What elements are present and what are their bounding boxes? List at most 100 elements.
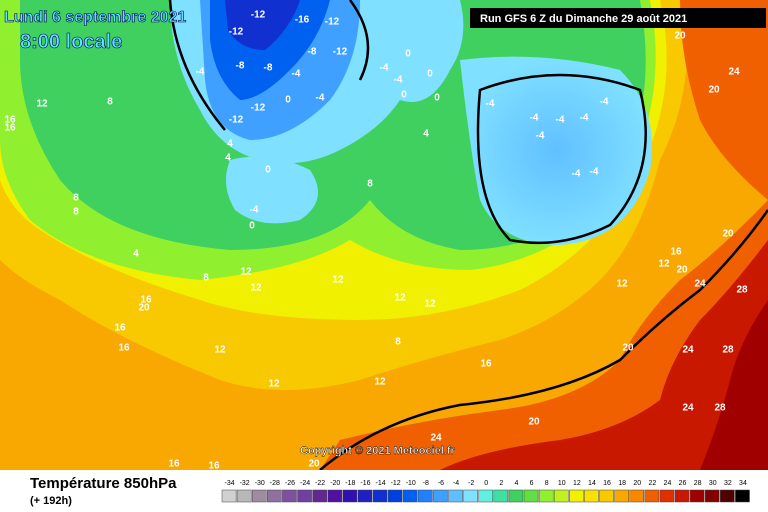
time: 8:00 locale xyxy=(20,31,122,53)
legend-swatch xyxy=(629,489,645,503)
contour-label: -4 xyxy=(394,75,403,86)
legend-swatch xyxy=(327,489,343,503)
contour-label: 20 xyxy=(138,303,150,314)
legend-tick: -26 xyxy=(285,480,295,487)
contour-label: -4 xyxy=(486,99,495,110)
contour-label: 0 xyxy=(265,165,271,176)
contour-label: 20 xyxy=(676,265,688,276)
legend-swatch xyxy=(387,489,403,503)
contour-label: -8 xyxy=(264,63,273,74)
contour-label: -12 xyxy=(251,103,266,114)
contour-label: 16 xyxy=(670,247,682,258)
legend-tick: -28 xyxy=(270,480,280,487)
contour-label: 24 xyxy=(728,67,740,78)
contour-label: 12 xyxy=(332,275,344,286)
contour-label: 4 xyxy=(225,153,231,164)
legend-swatch xyxy=(297,489,312,503)
legend-tick: -4 xyxy=(453,480,459,487)
legend-tick: -12 xyxy=(391,480,401,487)
legend-swatch xyxy=(463,489,478,503)
contour-label: -12 xyxy=(229,115,244,126)
legend-swatch xyxy=(493,489,509,503)
run-box xyxy=(470,8,766,28)
legend-swatch xyxy=(553,489,569,503)
contour-label: 20 xyxy=(308,459,320,470)
contour-label: 16 xyxy=(114,323,126,334)
contour-label: 8 xyxy=(395,337,401,348)
contour-label: 0 xyxy=(401,90,407,101)
legend-tick: -24 xyxy=(300,480,310,487)
contour-label: -4 xyxy=(536,131,545,142)
legend-swatch xyxy=(538,489,554,503)
legend-tick: -22 xyxy=(315,480,325,487)
legend-tick: 14 xyxy=(588,480,596,487)
copyright: Copyright © 2021 Meteociel.fr xyxy=(300,445,456,457)
contour-label: -4 xyxy=(380,63,389,74)
contour-label: 20 xyxy=(674,31,686,42)
contour-label: 4 xyxy=(133,249,139,260)
contour-label: 4 xyxy=(423,129,429,140)
legend-tick: 2 xyxy=(499,480,503,487)
contour-label: 16 xyxy=(4,115,16,126)
legend-tick: 0 xyxy=(484,480,488,487)
legend-tick: 10 xyxy=(558,480,566,487)
contour-label: 12 xyxy=(240,267,252,278)
legend-swatch xyxy=(342,489,358,503)
legend-tick: 4 xyxy=(514,480,518,487)
contour-label: 8 xyxy=(73,193,79,204)
legend-tick: -2 xyxy=(468,480,474,487)
contour-label: -12 xyxy=(229,27,244,38)
legend-tick: 24 xyxy=(664,480,672,487)
contour-label: -4 xyxy=(600,97,609,108)
legend-tick: -20 xyxy=(330,480,340,487)
contour-label: 20 xyxy=(708,85,720,96)
legend-swatch xyxy=(508,489,524,503)
legend-tick: 12 xyxy=(573,480,581,487)
contour-label: 24 xyxy=(694,279,706,290)
contour-label: -4 xyxy=(316,93,325,104)
contour-label: 16 xyxy=(208,461,220,472)
contour-label: 20 xyxy=(622,343,634,354)
legend-swatch xyxy=(312,489,327,503)
contour-label: -4 xyxy=(556,115,565,126)
legend-swatch xyxy=(478,489,494,503)
contour-label: 12 xyxy=(394,293,406,304)
legend: -34 -32 -30 -28 -26 -24 -22 -20 -18 -16 -14 -12 -10-… xyxy=(221,480,750,503)
legend-swatch xyxy=(433,489,448,503)
contour-label: -4 xyxy=(196,67,205,78)
contour-label: 16 xyxy=(168,459,180,470)
contour-label: 16 xyxy=(118,343,130,354)
contour-label: 12 xyxy=(424,299,436,310)
contour-label: 16 xyxy=(140,295,152,306)
contour-label: 0 xyxy=(427,69,433,80)
legend-swatch xyxy=(282,489,297,503)
contour-label: -12 xyxy=(333,47,348,58)
contour-label: 12 xyxy=(214,345,226,356)
contour-label: 8 xyxy=(107,97,113,108)
legend-swatch xyxy=(614,489,629,503)
legend-swatch xyxy=(704,489,720,503)
legend-tick: -16 xyxy=(360,480,370,487)
legend-tick: 28 xyxy=(694,480,702,487)
legend-tick: 32 xyxy=(724,480,732,487)
legend-swatch xyxy=(357,489,373,503)
contour-label: 0 xyxy=(285,95,291,106)
legend-tick: 8 xyxy=(545,480,549,487)
contour-label: 12 xyxy=(250,283,262,294)
footer-title: Température 850hPa xyxy=(30,475,177,492)
legend-tick: -18 xyxy=(345,480,355,487)
contour-label: 12 xyxy=(658,259,670,270)
legend-swatch xyxy=(689,489,705,503)
contour-label: 16 xyxy=(480,359,492,370)
legend-tick: -10 xyxy=(406,480,416,487)
contour-label: 12 xyxy=(268,379,280,390)
legend-tick: 20 xyxy=(633,480,641,487)
contour-label: 28 xyxy=(736,285,748,296)
legend-swatch xyxy=(659,489,675,503)
legend-tick: 16 xyxy=(603,480,611,487)
legend-swatch xyxy=(523,489,539,503)
contour-label: -4 xyxy=(292,69,301,80)
contour-label: 28 xyxy=(714,403,726,414)
contour-label: 16 xyxy=(4,123,16,134)
contour-label: 0 xyxy=(249,221,255,232)
